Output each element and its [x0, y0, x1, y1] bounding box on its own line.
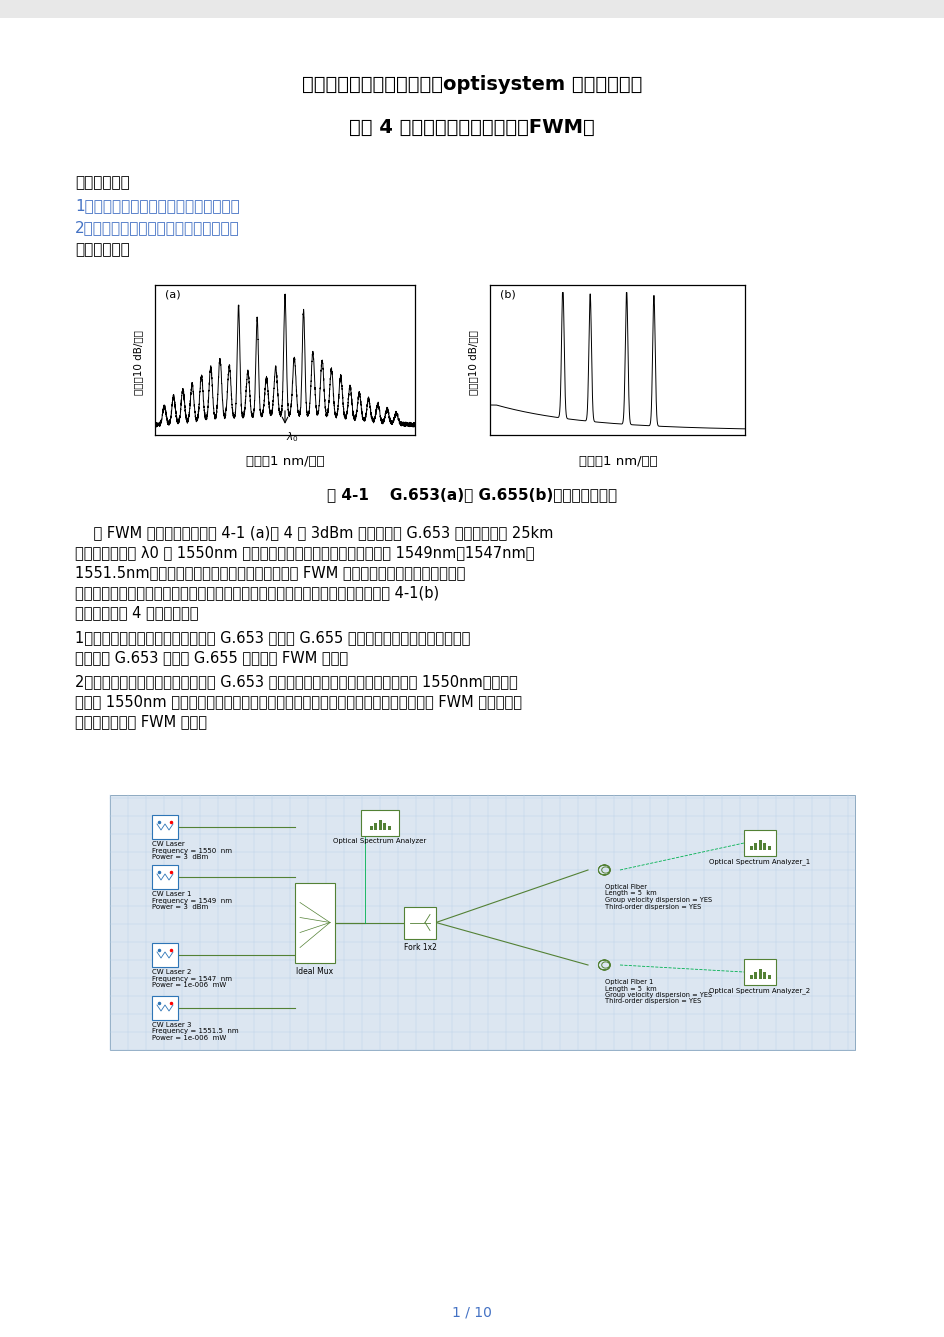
Text: 后的光谱，其中 λ0 为 1550nm 波长，另外三个信号的中心波长分别为 1549nm、1547nm、: 后的光谱，其中 λ0 为 1550nm 波长，另外三个信号的中心波长分别为 15… — [75, 545, 534, 560]
Text: 一、实验目的: 一、实验目的 — [75, 175, 129, 190]
Bar — [404, 906, 435, 939]
Text: Ideal Mux: Ideal Mux — [296, 967, 333, 976]
Text: CW Laser: CW Laser — [152, 841, 185, 848]
Text: 实验 4 光纤中的四波混频效应（FWM）: 实验 4 光纤中的四波混频效应（FWM） — [348, 118, 594, 136]
Text: Power = 3  dBm: Power = 3 dBm — [152, 854, 208, 860]
Text: Frequency = 1549  nm: Frequency = 1549 nm — [152, 897, 232, 904]
Text: 为初始输入的 4 个光波信号。: 为初始输入的 4 个光波信号。 — [75, 606, 198, 620]
Text: Optical Fiber 1: Optical Fiber 1 — [604, 979, 652, 985]
Text: Power = 1e-006  mW: Power = 1e-006 mW — [152, 981, 226, 988]
Bar — [743, 830, 775, 856]
Text: Third-order dispersion = YES: Third-order dispersion = YES — [604, 999, 700, 1004]
Bar — [753, 972, 756, 979]
Bar — [295, 882, 334, 963]
Bar — [0, 0, 944, 17]
Text: Length = 5  km: Length = 5 km — [604, 890, 656, 897]
Text: 某 FWM 的实验结果：如图 4-1 (a)为 4 个 3dBm 的光信号在 G.653 光纤中传输了 25km: 某 FWM 的实验结果：如图 4-1 (a)为 4 个 3dBm 的光信号在 G… — [75, 525, 553, 540]
Text: 1、请根据上述实验数据，分别采用 G.653 光纤和 G.655 光纤作为传输光纤，对比光信号: 1、请根据上述实验数据，分别采用 G.653 光纤和 G.655 光纤作为传输光… — [75, 630, 470, 644]
Text: 分别经过 G.653 光纤和 G.655 光纤后的 FWM 效应。: 分别经过 G.653 光纤和 G.655 光纤后的 FWM 效应。 — [75, 650, 347, 664]
Bar — [758, 969, 761, 979]
Text: Group velocity dispersion = YES: Group velocity dispersion = YES — [604, 897, 712, 902]
Bar — [767, 846, 769, 850]
Text: Optical Fiber: Optical Fiber — [604, 884, 647, 890]
Bar — [152, 865, 177, 889]
Text: 1551.5nm。由图可见，经过传输后的信号，由于 FWM 产生了数十个串扰信号，有的叠: 1551.5nm。由图可见，经过传输后的信号，由于 FWM 产生了数十个串扰信号… — [75, 566, 464, 580]
Text: 哪些因素将影响 FWM 效应。: 哪些因素将影响 FWM 效应。 — [75, 714, 207, 729]
Text: 波长（1 nm/格）: 波长（1 nm/格） — [578, 455, 657, 468]
Text: Frequency = 1547  nm: Frequency = 1547 nm — [152, 976, 232, 981]
Text: 波长在 1550nm 附近（可调）。改变输入光功率，两个波长的间隔，光纤长度，观察 FWM 效应，总结: 波长在 1550nm 附近（可调）。改变输入光功率，两个波长的间隔，光纤长度，观… — [75, 694, 521, 709]
Bar — [767, 975, 769, 979]
Text: Power = 3  dBm: Power = 3 dBm — [152, 904, 208, 910]
Text: 2、了解抑制或增强四波混频效应的方法: 2、了解抑制或增强四波混频效应的方法 — [75, 221, 240, 235]
Bar — [749, 975, 751, 979]
Bar — [379, 820, 381, 830]
Bar — [743, 959, 775, 985]
Bar — [758, 840, 761, 850]
Text: Fork 1x2: Fork 1x2 — [403, 943, 436, 952]
Bar — [369, 826, 372, 830]
Text: Length = 5  km: Length = 5 km — [604, 985, 656, 992]
Text: CW Laser 3: CW Laser 3 — [152, 1021, 192, 1028]
Bar — [762, 844, 766, 850]
Text: CW Laser 1: CW Laser 1 — [152, 890, 192, 897]
Bar — [387, 826, 390, 830]
Bar — [753, 844, 756, 850]
Text: Frequency = 1551.5  nm: Frequency = 1551.5 nm — [152, 1028, 239, 1035]
Text: 2、假设有两个输入光波信号输入到 G.653 光纤，其中一个输入信号的波长固定在 1550nm，另一个: 2、假设有两个输入光波信号输入到 G.653 光纤，其中一个输入信号的波长固定在… — [75, 674, 517, 689]
Text: 加在原来信号上，有点落在其他位置上，干扰了原信号及其他位置信号的传输。图 4-1(b): 加在原来信号上，有点落在其他位置上，干扰了原信号及其他位置信号的传输。图 4-1… — [75, 586, 439, 600]
Bar — [152, 943, 177, 967]
Text: 图 4-1    G.653(a)及 G.655(b)光纤的传输光谱: 图 4-1 G.653(a)及 G.655(b)光纤的传输光谱 — [327, 487, 616, 501]
Text: 波长（1 nm/格）: 波长（1 nm/格） — [245, 455, 324, 468]
Text: Group velocity dispersion = YES: Group velocity dispersion = YES — [604, 992, 712, 997]
Text: Power = 1e-006  mW: Power = 1e-006 mW — [152, 1035, 226, 1042]
Text: 强度（10 dB/格）: 强度（10 dB/格） — [133, 330, 143, 396]
Text: 东莞理工学院《光纤通信》optisystem 软件仿真实验: 东莞理工学院《光纤通信》optisystem 软件仿真实验 — [301, 75, 642, 94]
Text: Optical Spectrum Analyzer_2: Optical Spectrum Analyzer_2 — [709, 987, 810, 993]
Bar — [152, 996, 177, 1020]
Text: 1 / 10: 1 / 10 — [451, 1305, 492, 1320]
Bar — [110, 796, 854, 1050]
Bar — [762, 972, 766, 979]
Text: 二、实验要求: 二、实验要求 — [75, 242, 129, 257]
Text: (b): (b) — [499, 290, 515, 299]
Text: Optical Spectrum Analyzer_1: Optical Spectrum Analyzer_1 — [709, 858, 810, 865]
Text: 1、了解影响四波混频效应的产生的因素: 1、了解影响四波混频效应的产生的因素 — [75, 198, 240, 213]
Text: CW Laser 2: CW Laser 2 — [152, 969, 192, 975]
Bar — [374, 824, 377, 830]
Bar — [749, 846, 751, 850]
Text: (a): (a) — [165, 290, 181, 299]
Text: Frequency = 1550  nm: Frequency = 1550 nm — [152, 848, 232, 853]
Text: $\lambda_0$: $\lambda_0$ — [286, 429, 298, 444]
Bar — [382, 824, 385, 830]
Text: Third-order dispersion = YES: Third-order dispersion = YES — [604, 904, 700, 909]
Bar — [152, 816, 177, 840]
Bar — [361, 810, 398, 836]
Text: 强度（10 dB/格）: 强度（10 dB/格） — [467, 330, 478, 396]
Text: Optical Spectrum Analyzer: Optical Spectrum Analyzer — [333, 838, 426, 844]
